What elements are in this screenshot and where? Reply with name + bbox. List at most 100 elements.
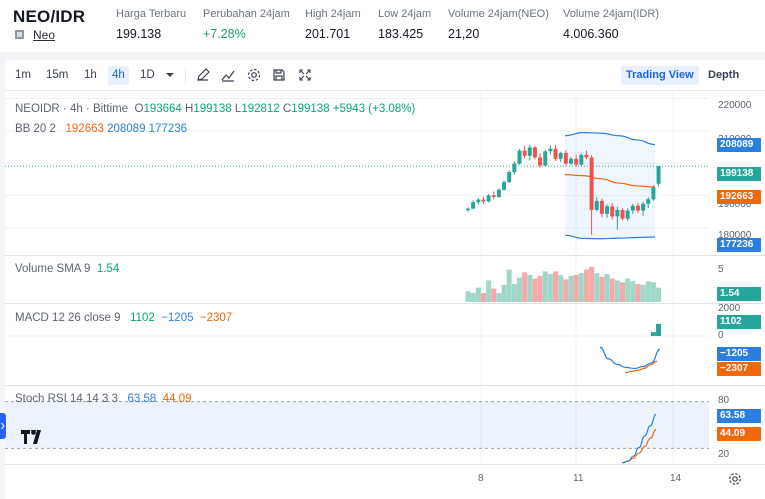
macd-hist-bar: [650, 332, 656, 336]
coin-link[interactable]: Neo: [33, 28, 56, 42]
chart-panel: 1m 15m 1h 4h 1D Trading View Depth NEOID…: [5, 60, 765, 499]
last-price-label: 199138: [717, 167, 761, 181]
candle-body: [620, 209, 625, 219]
candle-body: [605, 206, 610, 214]
bb-lower-line: [564, 234, 656, 240]
bb-basis-line: [564, 174, 656, 188]
volume-bar: [635, 284, 641, 302]
stat-volume-idr: Volume 24jam(IDR) 4.006.360: [563, 8, 659, 41]
volume-bar: [501, 284, 507, 302]
tradingview-logo-icon[interactable]: [21, 430, 45, 444]
save-icon[interactable]: [271, 67, 287, 83]
macd-signal-line: [624, 360, 658, 374]
bb-legend: BB 20 2 192663 208089 177236: [15, 123, 188, 135]
pane-separator: [5, 303, 765, 304]
stat-change-24h: Perubahan 24jam +7.28%: [203, 8, 290, 41]
volume-bar: [650, 282, 656, 302]
candle-body: [584, 154, 589, 158]
timeframe-1h[interactable]: 1h: [84, 69, 97, 81]
volume-bar: [517, 277, 522, 302]
macd-signal-label: −2307: [717, 362, 761, 376]
toolbar-divider: [185, 68, 186, 83]
candle-body: [532, 147, 537, 158]
macd-tick: 2000: [718, 303, 741, 314]
side-panel-toggle[interactable]: [0, 413, 6, 439]
timeframe-1d[interactable]: 1D: [140, 69, 155, 81]
candle-body: [579, 154, 584, 165]
candle-body: [481, 199, 486, 202]
volume-bar: [656, 287, 662, 302]
timeframe-4h[interactable]: 4h: [108, 66, 129, 85]
timeframe-1m[interactable]: 1m: [15, 69, 31, 81]
candle-body: [599, 200, 604, 214]
symbol-label: NEOIDR · 4h · Bittime: [15, 103, 129, 115]
main-legend: NEOIDR · 4h · Bittime O193664 H199138 L1…: [15, 103, 416, 115]
volume-bar: [604, 274, 610, 302]
stat-volume-neo: Volume 24jam(NEO) 21,20: [448, 8, 549, 41]
stat-high-24h: High 24jam 201.701: [305, 8, 361, 41]
candle-body: [507, 172, 512, 183]
volume-bar: [625, 278, 631, 302]
candle-body: [543, 151, 548, 166]
candle-body: [656, 166, 661, 184]
stoch-tick: 80: [718, 395, 730, 406]
candle-body: [594, 200, 599, 210]
draw-icon[interactable]: [195, 67, 211, 83]
stoch-legend: Stoch RSI 14 14 3 3 63.58 44.09: [15, 393, 192, 405]
candle-body: [553, 148, 558, 159]
volume-bar: [645, 281, 651, 302]
depth-button[interactable]: Depth: [708, 69, 740, 81]
macd-line: [599, 346, 661, 370]
bb-lower-label: 177236: [717, 238, 761, 252]
candle-body: [538, 157, 543, 166]
volume-bar: [511, 284, 517, 302]
bb-upper-line: [564, 131, 656, 146]
price-chart[interactable]: [5, 92, 765, 499]
fullscreen-icon[interactable]: [297, 67, 313, 83]
stoch-k-line: [621, 413, 657, 464]
settings-icon[interactable]: [246, 67, 262, 83]
candle-body: [574, 158, 579, 165]
price-tick: 220000: [718, 100, 752, 111]
trading-view-button[interactable]: Trading View: [621, 66, 699, 85]
candle-body: [589, 157, 594, 210]
stat-last-price: Harga Terbaru 199.138: [116, 8, 187, 41]
volume-bar: [553, 271, 559, 302]
volume-legend: Volume SMA 9 1.54: [15, 263, 120, 275]
candle-body: [486, 195, 491, 202]
candle-body: [517, 150, 522, 164]
candle-body: [646, 199, 651, 204]
volume-bar: [630, 281, 636, 302]
volume-bar: [599, 276, 605, 302]
macd-line-label: −1205: [717, 347, 761, 361]
volume-bar: [470, 293, 476, 302]
timeframe-15m[interactable]: 15m: [46, 69, 69, 81]
chart-settings-icon[interactable]: [727, 471, 743, 487]
volume-bar: [532, 278, 538, 302]
candle-body: [558, 152, 563, 159]
volume-value-label: 1.54: [717, 287, 761, 301]
volume-bar: [583, 269, 589, 302]
volume-bar: [480, 293, 486, 302]
chevron-down-icon[interactable]: [162, 67, 178, 83]
time-tick: 14: [670, 473, 682, 484]
volume-bar: [496, 293, 502, 302]
indicator-icon[interactable]: [220, 67, 236, 83]
volume-bar: [563, 279, 569, 302]
volume-bar: [578, 273, 584, 302]
volume-tick: 5: [718, 264, 724, 275]
volume-bar: [640, 284, 646, 302]
candle-body: [548, 148, 553, 152]
volume-bar: [609, 278, 615, 302]
candle-body: [466, 208, 470, 211]
pane-separator: [5, 385, 765, 386]
candle-body: [610, 206, 615, 217]
volume-bar: [573, 275, 579, 302]
candle-body: [625, 210, 630, 219]
market-header: NEO/IDR Neo Harga Terbaru 199.138 Perubah…: [0, 0, 765, 52]
coin-icon: [15, 30, 24, 39]
stoch-tick: 20: [718, 449, 730, 460]
candle-body: [471, 202, 476, 209]
candle-body: [491, 195, 496, 197]
volume-bar: [506, 269, 512, 302]
